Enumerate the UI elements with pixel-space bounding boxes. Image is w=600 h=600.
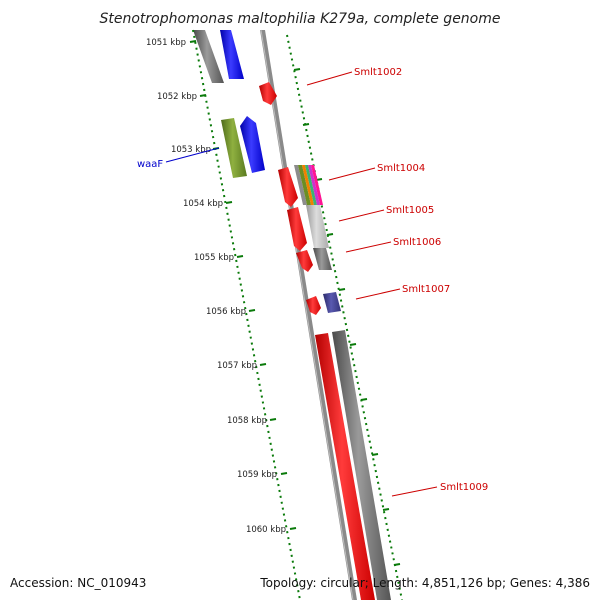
gene-smlt1006[interactable] <box>313 248 332 270</box>
kbp-label-1060: 1060 kbp <box>246 525 286 535</box>
gene-red-1054a[interactable] <box>278 167 298 207</box>
gene-label-waaF[interactable]: waaF <box>137 159 163 170</box>
ruler-ticks-right <box>293 68 401 566</box>
gene-smlt1009[interactable] <box>332 330 391 600</box>
gene-red-1055[interactable] <box>296 250 313 272</box>
kbp-label-1055: 1055 kbp <box>194 253 234 263</box>
kbp-label-1051: 1051 kbp <box>146 38 186 48</box>
blue-gene-top[interactable] <box>220 30 244 79</box>
gene-smlt1005[interactable] <box>306 205 329 248</box>
gene-blue-pair[interactable] <box>240 116 265 173</box>
gene-label-smlt1004[interactable]: Smlt1004 <box>377 163 425 174</box>
leader-lines <box>165 71 438 497</box>
gene-red-1054b[interactable] <box>287 207 307 251</box>
gene-label-smlt1006[interactable]: Smlt1006 <box>393 237 441 248</box>
gene-label-smlt1002[interactable]: Smlt1002 <box>354 67 402 78</box>
ruler-labels: 1051 kbp 1052 kbp 1053 kbp 1054 kbp 1055… <box>146 38 286 535</box>
gene-label-smlt1009[interactable]: Smlt1009 <box>440 482 488 493</box>
gene-smlt1002[interactable] <box>259 82 277 105</box>
grey-gene-top[interactable] <box>193 30 224 83</box>
kbp-label-1053: 1053 kbp <box>171 145 211 155</box>
gene-waaF-olive[interactable] <box>221 118 247 178</box>
ruler-line-right <box>286 34 403 600</box>
ruler-ticks-left <box>189 40 297 530</box>
ruler-line-left <box>192 29 301 600</box>
gene-smlt1004[interactable] <box>294 165 323 205</box>
map-title: Stenotrophomonas maltophilia K279a, comp… <box>100 11 501 27</box>
genome-summary-text: Topology: circular; Length: 4,851,126 bp… <box>259 576 590 590</box>
kbp-label-1056: 1056 kbp <box>206 307 246 317</box>
accession-text: Accession: NC_010943 <box>10 576 146 590</box>
kbp-label-1054: 1054 kbp <box>183 199 223 209</box>
gene-label-smlt1007[interactable]: Smlt1007 <box>402 284 450 295</box>
gene-smlt1007[interactable] <box>323 292 341 313</box>
backbone-highlight <box>260 29 354 600</box>
gene-red-long[interactable] <box>315 333 375 600</box>
kbp-label-1052: 1052 kbp <box>157 92 197 102</box>
gene-label-smlt1005[interactable]: Smlt1005 <box>386 205 434 216</box>
kbp-label-1058: 1058 kbp <box>227 416 267 426</box>
kbp-label-1059: 1059 kbp <box>237 470 277 480</box>
kbp-label-1057: 1057 kbp <box>217 361 257 371</box>
gene-red-1056[interactable] <box>306 296 321 315</box>
